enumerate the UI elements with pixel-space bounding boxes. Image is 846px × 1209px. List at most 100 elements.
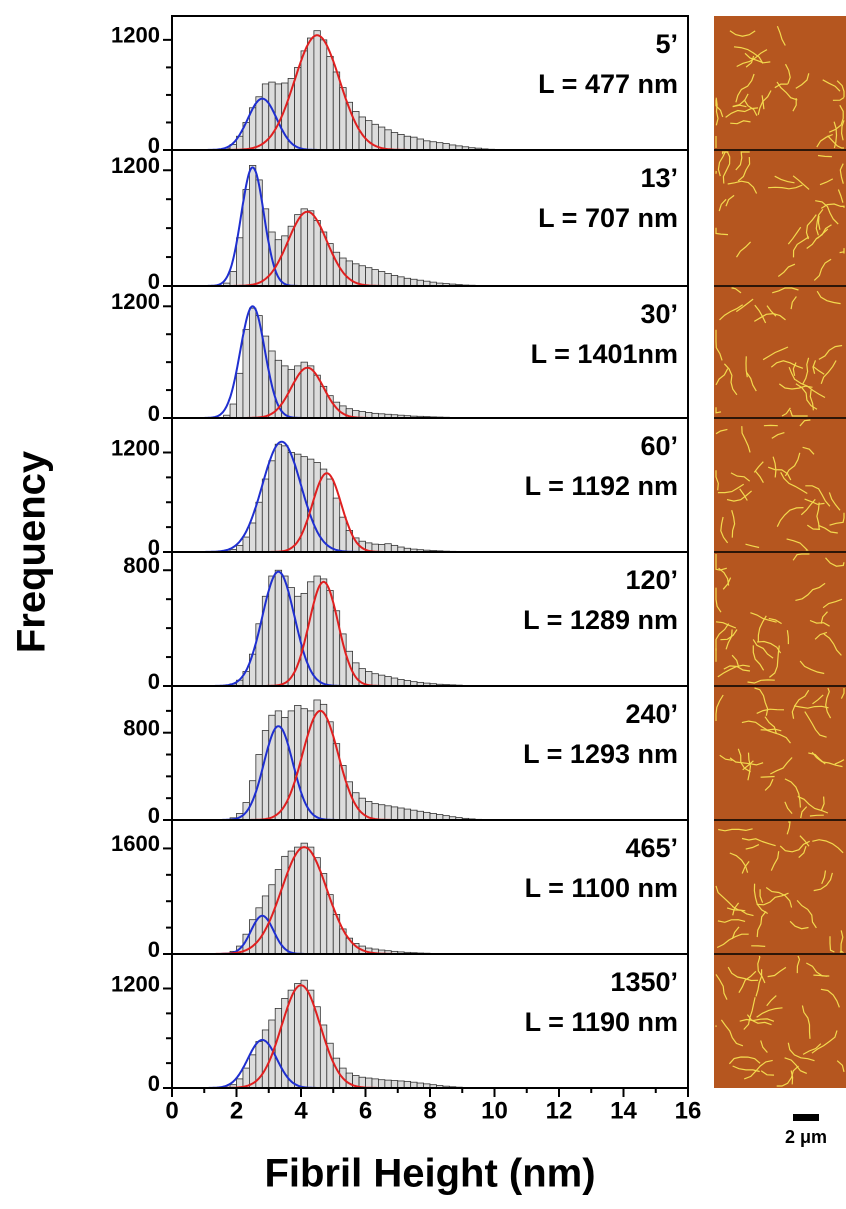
y-tick-label: 1200 [111, 153, 160, 178]
fibril [739, 488, 748, 501]
fibril [820, 796, 825, 811]
histogram-bar [371, 803, 379, 821]
fibril [715, 694, 724, 721]
fibril [756, 892, 789, 906]
histogram-bar [281, 445, 289, 553]
fibril [760, 1040, 768, 1053]
histogram-bar [300, 979, 308, 1089]
fibril [730, 472, 751, 482]
fibril [822, 598, 843, 609]
histogram-bar [313, 462, 321, 553]
histogram-bar [384, 273, 392, 287]
histogram-bar [345, 1072, 353, 1089]
histogram-bar [307, 210, 315, 287]
y-tick-label: 0 [148, 669, 160, 694]
fibril [834, 759, 845, 765]
fibril [813, 872, 833, 892]
histogram-bar [429, 141, 437, 151]
histogram-bar [403, 277, 412, 287]
histogram-bar [313, 30, 321, 151]
fibril [812, 360, 817, 374]
histogram-bar [371, 1078, 379, 1089]
scale-label: 2 μm [785, 1127, 827, 1147]
fibril [771, 432, 785, 439]
fibril [815, 200, 839, 225]
panel-annotation: L = 1190 nm [525, 1007, 678, 1037]
fibril [822, 79, 841, 92]
panel-title: 465’ [625, 833, 678, 863]
fibril [752, 639, 774, 659]
fibril [836, 1060, 845, 1073]
fibril [757, 615, 767, 643]
x-tick-label: 8 [423, 1097, 436, 1124]
fibril [777, 263, 796, 277]
fibril [735, 241, 752, 258]
histogram-bar [294, 983, 302, 1089]
fibril [768, 184, 803, 190]
histogram-bar [242, 536, 250, 553]
fibril [802, 446, 815, 455]
fibril [715, 885, 734, 908]
fibril [760, 1070, 775, 1076]
histogram-bar [313, 1006, 321, 1089]
fibril [811, 1030, 838, 1054]
panel-annotation: L = 1192 nm [525, 471, 678, 501]
fibril [732, 104, 747, 108]
fibril [753, 461, 764, 473]
panel-title: 13’ [640, 163, 678, 193]
fibril [741, 720, 768, 731]
histogram-bar [242, 189, 250, 287]
histogram-bar [377, 674, 386, 687]
histogram-bar [274, 1007, 283, 1089]
fibril [761, 95, 765, 110]
fibril [812, 839, 844, 854]
histogram-bar [390, 1080, 399, 1089]
histogram-bar [403, 808, 412, 821]
fibril [827, 135, 844, 149]
histogram-bar [287, 452, 295, 553]
fibril [755, 969, 763, 997]
fibril [804, 498, 825, 505]
fibril [829, 512, 845, 526]
afm-fibrils [715, 25, 845, 1087]
fibril [764, 716, 777, 734]
fibril [720, 629, 738, 641]
fibril [802, 1043, 822, 1055]
fibril [715, 470, 719, 491]
fibril [715, 623, 730, 651]
x-tick-label: 12 [546, 1097, 573, 1124]
x-axis-label: Fibril Height (nm) [264, 1152, 595, 1196]
histogram-bar [281, 575, 289, 687]
fibril [731, 654, 740, 668]
fibril [725, 629, 733, 650]
histogram-bar [416, 138, 424, 151]
fibril [722, 577, 732, 590]
fibril [805, 485, 831, 507]
fibril [725, 194, 735, 207]
histogram-bar [410, 809, 418, 821]
fibril [813, 258, 832, 281]
histogram-bar [390, 274, 399, 287]
fibril [754, 687, 769, 716]
fibril [727, 180, 758, 194]
fibril [823, 633, 842, 656]
fibril [743, 997, 756, 1030]
histogram-bar [313, 857, 321, 955]
fibril [731, 510, 736, 538]
fibril [770, 851, 780, 871]
y-tick-label: 0 [148, 937, 160, 962]
fibril [755, 470, 764, 483]
y-tick-label: 1200 [111, 971, 160, 996]
fibril [720, 516, 729, 544]
fibril [747, 752, 752, 781]
fibril [727, 966, 759, 982]
y-tick-label: 800 [123, 716, 160, 741]
y-tick-label: 0 [148, 535, 160, 560]
fibril [780, 472, 808, 495]
fibril [733, 46, 764, 64]
fibril [764, 778, 774, 791]
fibril [723, 363, 738, 396]
fibril [809, 619, 830, 627]
panel-annotation: L = 1401nm [531, 339, 678, 369]
histogram-bar [319, 578, 328, 687]
